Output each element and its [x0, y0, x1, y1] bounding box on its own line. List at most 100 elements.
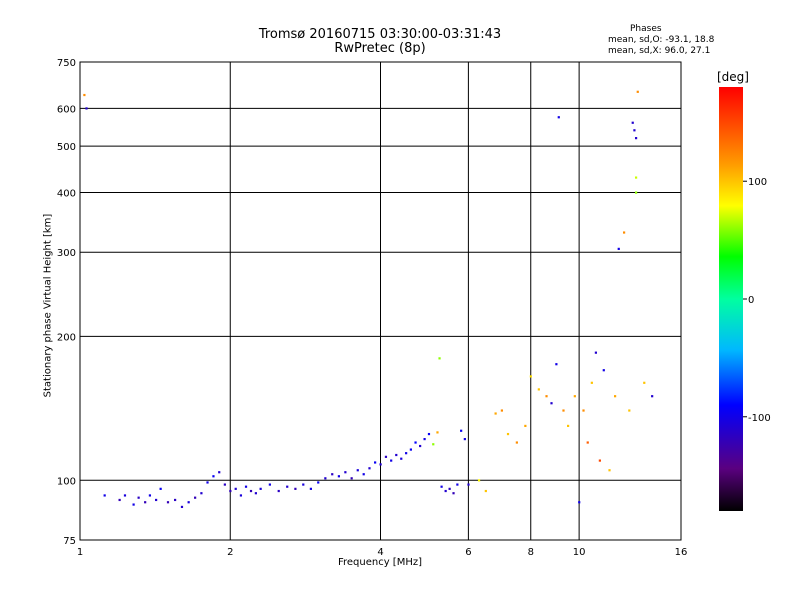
data-point — [494, 412, 497, 415]
data-point — [218, 471, 221, 474]
data-point — [85, 107, 88, 110]
data-point — [631, 121, 634, 124]
data-point — [180, 505, 184, 509]
y-tick-label: 500 — [57, 142, 76, 153]
data-point — [254, 492, 257, 495]
data-point — [452, 492, 455, 495]
data-point — [590, 381, 593, 384]
data-point — [506, 432, 510, 436]
data-point — [598, 459, 601, 462]
data-point — [166, 501, 170, 504]
data-point — [419, 444, 422, 448]
data-point — [467, 483, 470, 486]
data-point — [550, 402, 553, 405]
data-point — [268, 483, 271, 486]
data-point — [206, 481, 209, 484]
data-point — [586, 441, 589, 444]
data-point — [368, 467, 371, 470]
data-point — [324, 477, 327, 480]
data-point — [155, 498, 158, 502]
data-point — [617, 247, 620, 250]
data-point — [200, 492, 203, 495]
y-tick-label: 600 — [57, 104, 76, 115]
x-tick-labels: 1 2 4 6 8 10 16 — [77, 547, 688, 558]
data-point — [463, 437, 466, 441]
data-point — [444, 489, 447, 493]
x-tick-label: 8 — [528, 547, 534, 558]
data-point — [144, 501, 147, 504]
data-point — [562, 409, 565, 412]
data-point — [400, 457, 403, 460]
data-point — [529, 375, 532, 378]
data-point — [244, 485, 248, 488]
data-point — [456, 483, 459, 486]
x-tick-label: 10 — [573, 547, 586, 558]
colorbar-unit-label: [deg] — [717, 70, 749, 84]
data-point — [286, 485, 289, 488]
data-point — [350, 477, 353, 480]
y-tick-label: 100 — [57, 476, 76, 487]
x-tick-label: 16 — [675, 547, 688, 558]
data-point — [608, 469, 611, 472]
data-point — [427, 432, 431, 436]
data-point — [132, 503, 135, 506]
plot-frame — [79, 61, 682, 541]
data-point — [362, 473, 365, 476]
data-point — [384, 455, 388, 458]
data-point — [390, 459, 393, 462]
data-point — [484, 489, 487, 493]
data-point — [103, 494, 106, 497]
data-point — [582, 409, 585, 412]
data-point — [448, 487, 451, 490]
data-point — [634, 176, 638, 179]
data-point — [212, 475, 215, 478]
data-point — [622, 231, 626, 234]
data-point — [477, 479, 481, 482]
colorbar-tick-labels: 100 0 -100 — [743, 177, 771, 424]
data-point — [460, 429, 463, 432]
data-point — [379, 463, 382, 466]
chart-title: Tromsø 20160715 03:30:00-03:31:43 — [258, 27, 502, 42]
data-point — [356, 469, 359, 472]
data-point — [337, 475, 341, 478]
data-point — [187, 501, 190, 504]
x-tick-label: 1 — [77, 547, 83, 558]
data-point — [578, 501, 581, 504]
data-point — [633, 129, 636, 132]
phases-title: Phases — [630, 24, 662, 34]
data-point — [573, 395, 576, 398]
colorbar-tick-label: 100 — [748, 177, 767, 188]
colorbar-tick-label: -100 — [748, 413, 771, 424]
data-point — [634, 191, 638, 194]
data-point — [395, 453, 398, 457]
data-point — [239, 494, 243, 497]
data-point — [545, 395, 548, 398]
colorbar — [719, 87, 743, 511]
chart-subtitle: RwPretec (8p) — [334, 41, 426, 56]
data-point — [173, 498, 177, 502]
data-point — [344, 471, 347, 474]
data-point — [294, 487, 297, 490]
data-point — [317, 481, 320, 484]
data-point — [524, 424, 527, 428]
data-point — [374, 461, 377, 464]
data-point — [159, 487, 162, 490]
data-point — [438, 357, 441, 360]
data-point — [414, 441, 417, 444]
colorbar-tick-label: 0 — [748, 295, 754, 306]
x-axis-label: Frequency [MHz] — [337, 557, 423, 568]
data-point — [651, 395, 654, 398]
phases-x-stats: mean, sd,X: 96.0, 27.1 — [608, 46, 711, 56]
data-point — [432, 443, 435, 446]
data-point — [148, 494, 152, 497]
data-point — [229, 489, 232, 493]
data-point — [500, 409, 504, 412]
data-point — [636, 90, 639, 93]
data-point — [302, 483, 305, 486]
data-point — [634, 137, 638, 140]
x-tick-label: 4 — [377, 547, 383, 558]
data-point — [259, 487, 262, 490]
data-point — [613, 395, 617, 398]
y-tick-label: 200 — [57, 332, 76, 343]
